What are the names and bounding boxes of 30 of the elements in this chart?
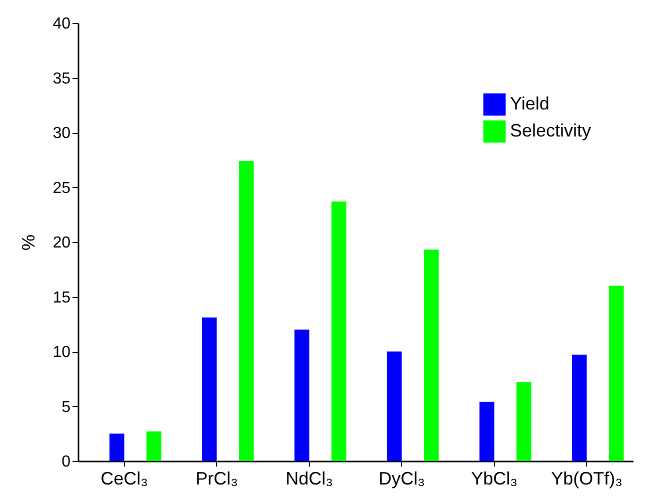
x-tick-label: CeCl₃: [100, 468, 148, 488]
y-tick-label: 0: [62, 454, 71, 470]
bar: [238, 160, 254, 461]
y-axis-title: %: [18, 234, 39, 251]
bar: [516, 382, 532, 461]
bar: [386, 352, 402, 461]
bar: [479, 402, 494, 461]
legend-label: Yield: [510, 94, 550, 114]
y-tick-label: 10: [52, 344, 71, 361]
y-tick-label: 15: [52, 289, 71, 306]
y-tick-label: 25: [52, 180, 71, 197]
legend-label: Selectivity: [510, 120, 592, 140]
bar: [608, 286, 624, 461]
bar: [146, 431, 162, 461]
y-tick-label: 35: [52, 70, 71, 88]
y-tick-label: 40: [52, 16, 71, 32]
y-tick-label: 30: [52, 125, 71, 142]
bar: [331, 201, 346, 461]
bar: [424, 250, 439, 461]
x-tick-label: NdCl₃: [286, 468, 333, 488]
x-tick-label: YbCl₃: [471, 468, 518, 488]
y-tick-label: 20: [52, 234, 71, 252]
x-tick-label: PrCl₃: [196, 468, 238, 488]
x-tick-label: DyCl₃: [378, 468, 425, 488]
bar: [572, 354, 587, 461]
y-tick-label: 5: [62, 398, 71, 416]
x-tick-label: Yb(OTf)₃: [551, 468, 622, 488]
bar: [109, 434, 124, 461]
bar: [294, 330, 310, 461]
bar: [202, 318, 217, 461]
